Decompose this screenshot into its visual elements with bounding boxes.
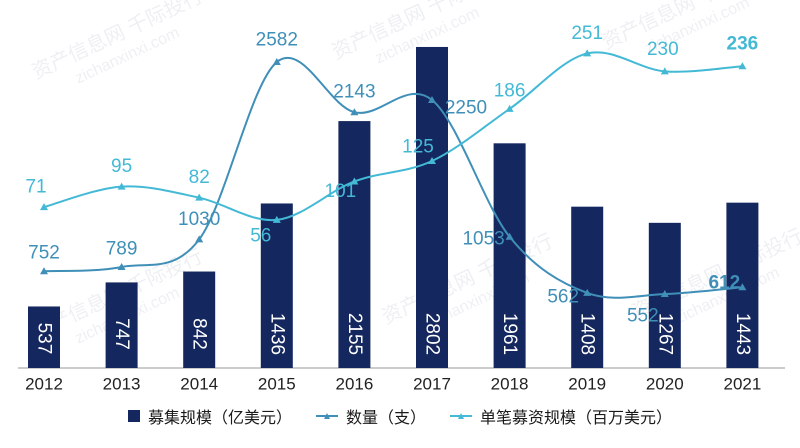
bar-2016 xyxy=(338,121,371,368)
count-value-label-2014: 1030 xyxy=(178,209,220,230)
count-marker-2021 xyxy=(738,283,747,291)
avg-value-label-2020: 230 xyxy=(647,39,679,60)
legend-count-swatch xyxy=(315,410,338,422)
count-marker-2012 xyxy=(40,267,48,275)
x-tick-2014: 2014 xyxy=(180,375,218,394)
count-value-label-2016: 2143 xyxy=(333,82,375,103)
bar-value-label-2013: 747 xyxy=(111,318,132,350)
bar-value-label-2021: 1443 xyxy=(732,313,753,355)
avg-marker-2016 xyxy=(350,177,359,185)
count-marker-2016 xyxy=(350,108,359,116)
legend-label-avg: 单笔募资规模（百万美元） xyxy=(480,408,673,427)
avg-marker-2014 xyxy=(195,193,204,201)
avg-marker-2020 xyxy=(660,67,669,75)
count-value-label-2020: 552 xyxy=(627,306,659,327)
x-tick-2017: 2017 xyxy=(413,375,451,394)
x-tick-2021: 2021 xyxy=(723,375,761,394)
avg-value-label-2019: 251 xyxy=(571,23,603,44)
avg-value-label-2021: 236 xyxy=(727,34,759,55)
bar-value-label-2019: 1408 xyxy=(577,313,598,355)
legend-label-bar: 募集规模（亿美元） xyxy=(147,408,292,427)
legend: 募集规模（亿美元） 数量（支） 单笔募资规模（百万美元） xyxy=(0,401,800,431)
count-value-label-2019: 562 xyxy=(547,286,579,307)
legend-avg-swatch xyxy=(450,410,472,422)
count-value-label-2013: 789 xyxy=(106,238,138,259)
bar-2019 xyxy=(571,206,604,368)
count-marker-2014 xyxy=(195,235,204,243)
bar-value-label-2012: 537 xyxy=(34,323,55,355)
avg-marker-2018 xyxy=(505,104,514,112)
bar-value-label-2014: 842 xyxy=(189,318,210,350)
bar-series xyxy=(28,46,759,369)
bar-2018 xyxy=(493,143,526,368)
count-marker-2013 xyxy=(117,262,126,270)
avg-value-label-2018: 186 xyxy=(494,80,526,101)
bar-2015 xyxy=(260,203,293,368)
avg-marker-2019 xyxy=(583,49,592,57)
bar-value-label-2020: 1267 xyxy=(654,313,675,355)
x-tick-2019: 2019 xyxy=(568,375,606,394)
bar-2014 xyxy=(183,271,216,368)
bar-2012 xyxy=(28,306,60,368)
x-tick-labels: 2012 2013 2014 2015 2016 2017 2018 2019 2020 2021 xyxy=(25,375,761,394)
x-tick-2015: 2015 xyxy=(258,375,296,394)
count-line xyxy=(43,56,743,299)
count-marker-2018 xyxy=(505,232,514,240)
count-marker-2015 xyxy=(272,58,281,66)
avg-line xyxy=(43,51,743,222)
avg-marker-2013 xyxy=(117,182,126,190)
x-tick-2018: 2018 xyxy=(491,375,529,394)
avg-marker-2012 xyxy=(40,203,48,211)
legend-label-count: 数量（支） xyxy=(345,408,426,427)
avg-value-label-2015: 56 xyxy=(250,225,271,246)
avg-value-label-2012: 71 xyxy=(25,177,46,198)
x-tick-2013: 2013 xyxy=(103,375,141,394)
line-series xyxy=(40,49,747,299)
avg-marker-2017 xyxy=(428,156,436,164)
avg-value-label-2013: 95 xyxy=(111,156,132,177)
watermark-text: 资产信息网 千际投行 xyxy=(28,0,206,84)
legend-bar-swatch xyxy=(127,410,140,422)
count-marker-2019 xyxy=(583,288,592,296)
bar-value-label-2018: 1961 xyxy=(499,313,520,355)
data-labels: 537 747 842 1436 2155 2802 1961 1408 1267 1443 752… xyxy=(25,23,758,355)
count-value-label-2018: 1053 xyxy=(462,228,504,249)
count-value-label-2017: 2250 xyxy=(445,98,487,119)
count-marker-2020 xyxy=(660,290,669,298)
avg-marker-2021 xyxy=(738,62,747,70)
count-value-label-2015: 2582 xyxy=(256,30,298,51)
count-marker-2017 xyxy=(428,96,436,103)
x-tick-2012: 2012 xyxy=(25,375,63,394)
legend-item-avg: 单笔募资规模（百万美元） xyxy=(450,404,672,428)
bar-value-label-2017: 2802 xyxy=(422,313,443,355)
bar-value-label-2015: 1436 xyxy=(266,313,287,355)
x-tick-2016: 2016 xyxy=(335,375,373,394)
avg-value-label-2016: 101 xyxy=(325,181,357,202)
count-value-label-2021: 612 xyxy=(709,273,741,294)
avg-value-label-2014: 82 xyxy=(189,167,210,188)
avg-marker-2015 xyxy=(272,215,281,223)
x-tick-2020: 2020 xyxy=(646,375,684,394)
avg-value-label-2017: 125 xyxy=(402,136,434,157)
legend-item-bar: 募集规模（亿美元） xyxy=(127,404,292,428)
bar-value-label-2016: 2155 xyxy=(344,313,365,355)
count-value-label-2012: 752 xyxy=(28,243,60,264)
legend-item-count: 数量（支） xyxy=(315,404,426,428)
bar-2013 xyxy=(105,282,138,368)
